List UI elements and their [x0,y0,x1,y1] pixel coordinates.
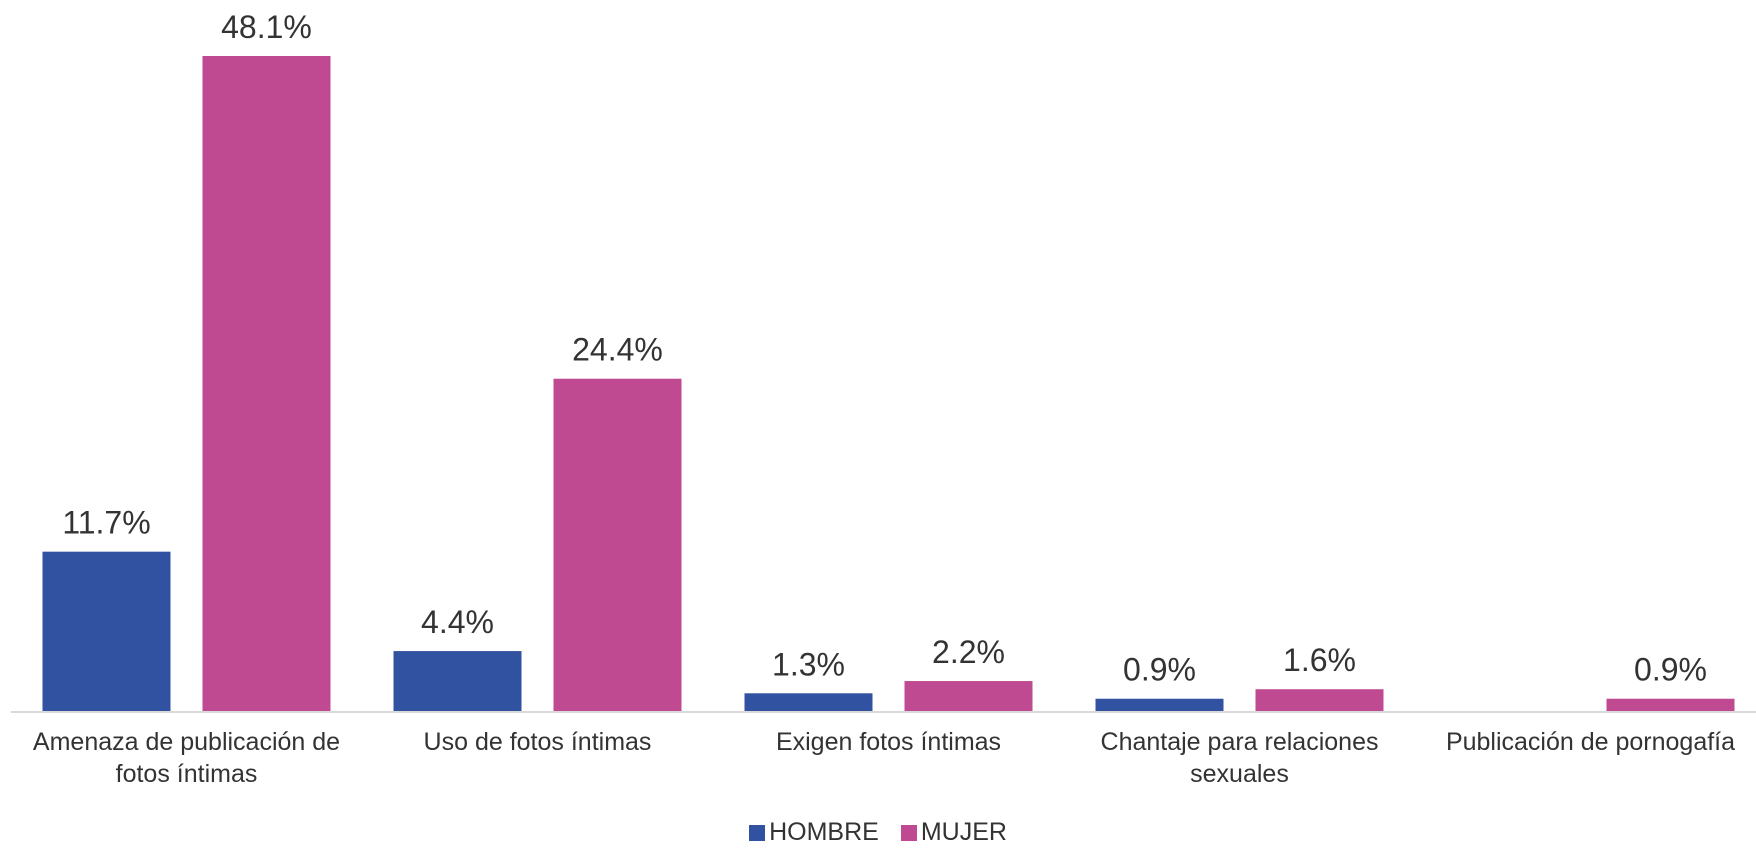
x-tick-label: Exigen fotos íntimas [775,728,1002,756]
data-label: 0.9% [1123,652,1196,688]
data-label: 48.1% [221,9,312,45]
legend-label: HOMBRE [769,818,879,846]
bar [904,681,1033,711]
bar [553,378,682,711]
data-label: 1.6% [1283,642,1356,678]
legend-item: MUJER [900,818,1007,847]
bar [1095,698,1224,711]
bar [42,551,171,711]
x-tick-label: Chantaje para relaciones sexuales [1100,728,1379,788]
bar [744,693,873,711]
data-label: 2.2% [932,634,1005,670]
bar [1606,698,1735,711]
data-label: 24.4% [572,332,663,368]
x-tick-label: Uso de fotos íntimas [423,728,652,756]
legend-label: MUJER [920,818,1007,846]
legend: HOMBRE MUJER [0,818,1756,847]
bar [1255,689,1384,711]
legend-swatch [749,824,766,841]
x-tick-label: Amenaza de publicación de fotos íntimas [32,728,341,788]
data-label: 11.7% [62,505,150,541]
legend-item: HOMBRE [749,818,879,847]
x-tick-label: Publicación de pornogafía [1445,728,1736,756]
data-label: 0.9% [1634,652,1707,688]
bar [393,651,522,711]
data-label: 4.4% [421,604,494,640]
bar [202,56,331,711]
legend-swatch [900,824,917,841]
data-label: 1.3% [772,646,845,682]
